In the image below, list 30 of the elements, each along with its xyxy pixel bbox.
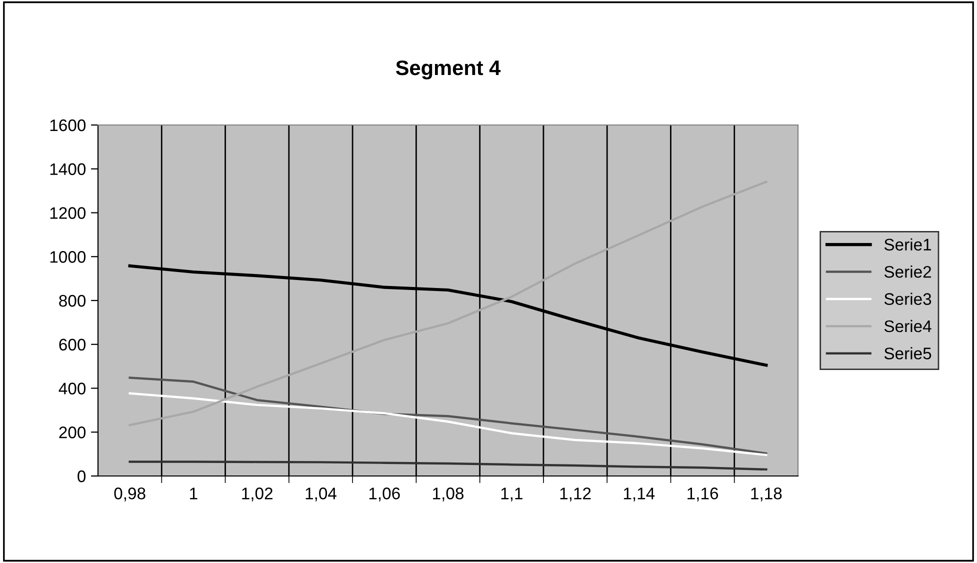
- legend-label: Serie3: [884, 292, 932, 305]
- x-tick-label: 0,98: [114, 488, 146, 502]
- y-tick-label: 1600: [50, 119, 86, 132]
- line-series: [128, 460, 768, 471]
- x-tick-label: 1,16: [688, 488, 718, 502]
- line-series: [128, 376, 768, 455]
- y-tick-label: 400: [58, 382, 86, 394]
- x-tick-label: 1,04: [306, 488, 336, 502]
- x-tick-label: 1,06: [369, 488, 400, 502]
- y-tick-label: 1400: [50, 163, 86, 176]
- y-tick-label: 0: [78, 470, 86, 482]
- y-tick-label: 1000: [50, 251, 86, 263]
- chart-title: Segment 4: [396, 60, 501, 80]
- line-series: [128, 180, 768, 426]
- legend-label: Serie5: [884, 347, 932, 360]
- legend-label: Serie4: [884, 320, 932, 332]
- x-tick-label: 1,14: [624, 488, 655, 502]
- legend-label: Serie2: [884, 266, 932, 278]
- y-tick-label: 600: [59, 338, 86, 351]
- x-tick-label: 1,08: [433, 488, 464, 502]
- x-tick-label: 1,18: [751, 488, 782, 502]
- x-tick-label: 1,02: [242, 488, 272, 502]
- y-tick-label: 1200: [50, 207, 86, 219]
- legend-label: Serie1: [884, 238, 932, 251]
- x-tick-label: 1,1: [501, 488, 522, 502]
- x-tick-label: 1: [190, 488, 198, 500]
- line-series: [128, 392, 768, 456]
- y-tick-label: 800: [59, 294, 86, 307]
- y-tick-label: 200: [59, 426, 86, 438]
- x-tick-label: 1,12: [560, 488, 591, 502]
